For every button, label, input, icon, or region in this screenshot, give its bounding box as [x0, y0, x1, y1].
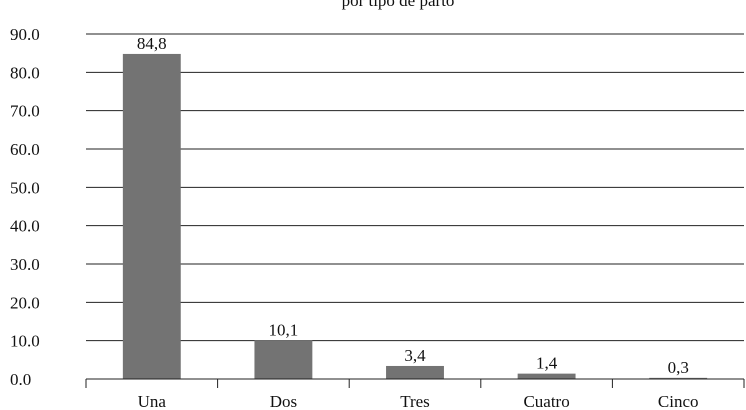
y-tick-label-4: 40.0 [10, 217, 40, 236]
y-tick-label-6: 60.0 [10, 140, 40, 159]
bars [122, 53, 708, 379]
y-tick-label-0: 0.0 [10, 370, 31, 389]
y-tick-label-1: 10.0 [10, 332, 40, 351]
y-tick-label-3: 30.0 [10, 255, 40, 274]
y-tick-label-2: 20.0 [10, 293, 40, 312]
y-tick-label-9: 90.0 [10, 25, 40, 44]
axes [85, 378, 745, 388]
x-tick-label-una: Una [138, 392, 167, 410]
bar-una [122, 53, 181, 379]
x-tick-label-dos: Dos [270, 392, 297, 410]
y-tick-label-7: 70.0 [10, 102, 40, 121]
y-tick-label-8: 80.0 [10, 63, 40, 82]
data-label-una: 84,8 [137, 34, 167, 53]
x-tick-label-cuatro: Cuatro [523, 392, 569, 410]
x-tick-label-cinco: Cinco [658, 392, 699, 410]
grid-lines [86, 33, 744, 342]
bar-dos [254, 340, 313, 379]
data-label-cuatro: 1,4 [536, 354, 558, 373]
bar-tres [386, 365, 444, 379]
data-label-dos: 10,1 [269, 320, 299, 339]
bar-cuatro [517, 373, 576, 379]
chart-title: por tipo de parto [342, 0, 455, 10]
data-label-cinco: 0,3 [668, 358, 689, 377]
x-tick-label-tres: Tres [400, 392, 430, 410]
y-tick-label-5: 50.0 [10, 178, 40, 197]
bar-cinco [649, 377, 708, 379]
labels: 0.0 10.0 20.0 30.0 40.0 50.0 60.0 70.0 80.0 90.0 U… [10, 25, 699, 410]
data-label-tres: 3,4 [404, 346, 426, 365]
